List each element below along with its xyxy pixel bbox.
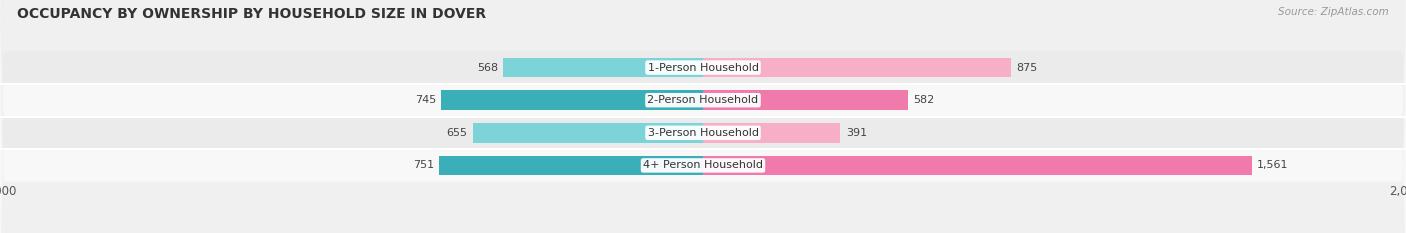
Text: 582: 582 — [912, 95, 934, 105]
Text: 745: 745 — [415, 95, 436, 105]
Text: 391: 391 — [846, 128, 868, 138]
Bar — [703, 156, 1251, 175]
Text: 568: 568 — [477, 63, 498, 72]
Bar — [703, 123, 841, 143]
Bar — [503, 58, 703, 77]
Text: 655: 655 — [447, 128, 467, 138]
Bar — [472, 123, 703, 143]
Bar — [703, 58, 1011, 77]
Text: 4+ Person Household: 4+ Person Household — [643, 161, 763, 170]
Text: 1,561: 1,561 — [1257, 161, 1288, 170]
Text: 3-Person Household: 3-Person Household — [648, 128, 758, 138]
Bar — [441, 90, 703, 110]
Text: 2-Person Household: 2-Person Household — [647, 95, 759, 105]
Text: 1-Person Household: 1-Person Household — [648, 63, 758, 72]
Text: OCCUPANCY BY OWNERSHIP BY HOUSEHOLD SIZE IN DOVER: OCCUPANCY BY OWNERSHIP BY HOUSEHOLD SIZE… — [17, 7, 486, 21]
Bar — [703, 90, 908, 110]
Bar — [439, 156, 703, 175]
Text: Source: ZipAtlas.com: Source: ZipAtlas.com — [1278, 7, 1389, 17]
Text: 751: 751 — [412, 161, 433, 170]
Text: 875: 875 — [1015, 63, 1038, 72]
